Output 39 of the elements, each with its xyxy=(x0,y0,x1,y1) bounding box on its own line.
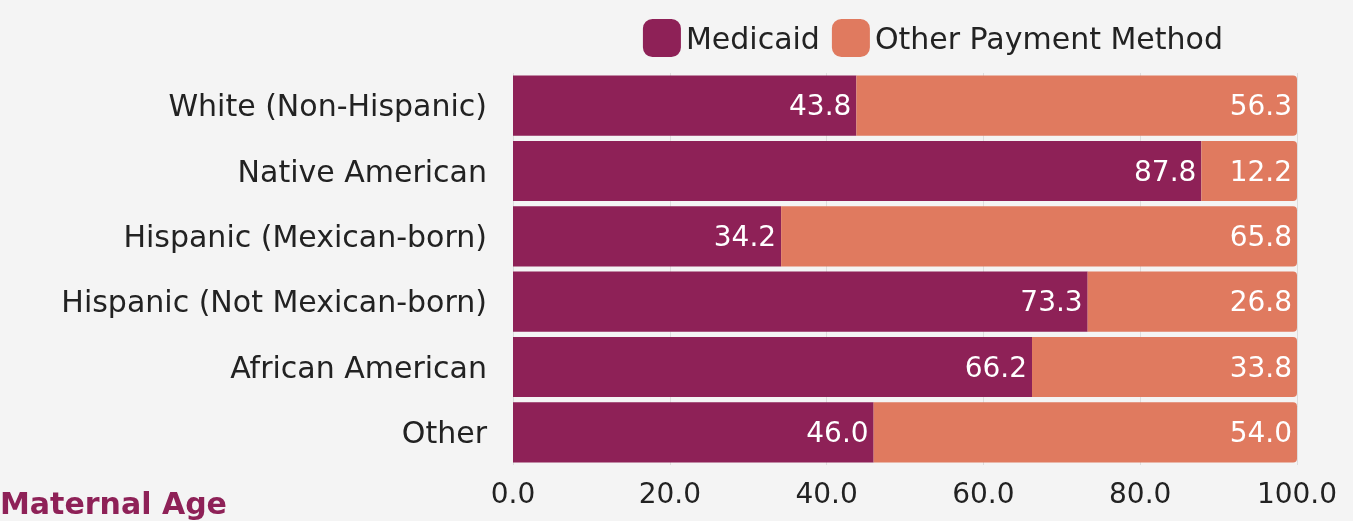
data-label: 33.8 xyxy=(1229,350,1292,384)
text: Maternal Age xyxy=(0,486,227,521)
y-tick-label: Hispanic (Not Mexican-born) xyxy=(61,284,487,320)
data-label: 66.2 xyxy=(964,350,1028,384)
legend-label: Medicaid xyxy=(685,20,820,56)
bar xyxy=(513,140,1202,202)
x-tick-label: 20.0 xyxy=(638,476,701,510)
bar xyxy=(1087,271,1297,332)
y-tick-label: White (Non-Hispanic) xyxy=(168,88,487,124)
x-tick-label: 0.0 xyxy=(490,476,536,510)
y-tick-label: Hispanic (Mexican-born) xyxy=(123,218,487,254)
bar xyxy=(513,206,782,267)
data-label: 87.8 xyxy=(1134,154,1197,188)
x-tick-label: 80.0 xyxy=(1109,476,1172,510)
data-label: 73.3 xyxy=(1020,285,1083,319)
bar xyxy=(873,402,1297,463)
data-label: 26.8 xyxy=(1229,285,1292,319)
bar xyxy=(513,75,857,136)
bar xyxy=(513,271,1088,332)
data-label: 12.2 xyxy=(1229,154,1292,188)
data-label: 54.0 xyxy=(1229,415,1292,449)
data-label: 43.8 xyxy=(789,89,852,123)
y-tick-label: Other xyxy=(401,414,488,450)
bar xyxy=(513,336,1033,398)
bar xyxy=(856,75,1297,136)
bar xyxy=(781,206,1297,267)
legend-label: Other Payment Method xyxy=(874,20,1223,56)
y-tick-label: African American xyxy=(230,349,487,385)
x-tick-label: 40.0 xyxy=(795,476,858,510)
bar xyxy=(1032,336,1297,398)
data-label: 46.0 xyxy=(806,415,869,449)
data-label: 56.3 xyxy=(1229,89,1292,123)
y-tick-label: Native American xyxy=(237,153,487,189)
x-tick-label: 100.0 xyxy=(1256,476,1338,510)
bar xyxy=(1201,140,1297,202)
x-tick-label: 60.0 xyxy=(952,476,1015,510)
bar xyxy=(513,402,874,463)
data-label: 34.2 xyxy=(713,219,777,253)
data-label: 65.8 xyxy=(1229,219,1292,253)
